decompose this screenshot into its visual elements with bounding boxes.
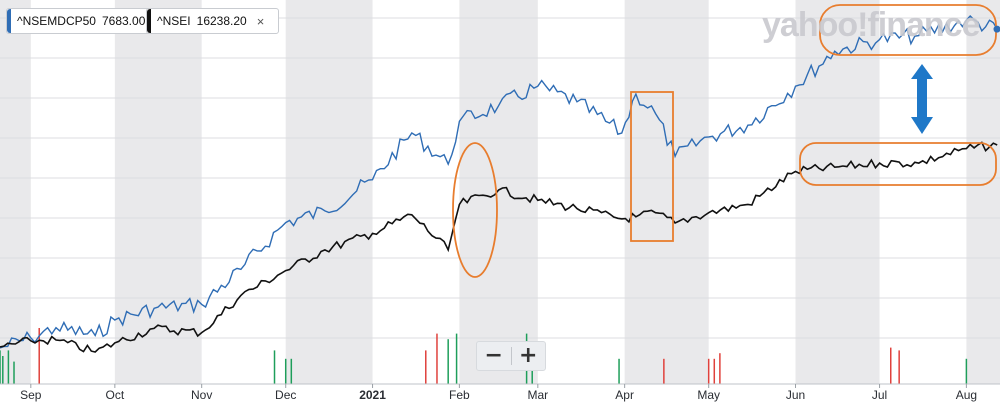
x-tick-label: Feb bbox=[449, 388, 470, 402]
legend-value: 7683.00 bbox=[101, 14, 146, 28]
arrow-head-up bbox=[911, 64, 933, 79]
x-tick-label: Nov bbox=[191, 388, 212, 402]
x-tick-label: Mar bbox=[527, 388, 548, 402]
legend-symbol: ^NSEI bbox=[157, 14, 191, 28]
x-tick-label: Aug bbox=[956, 388, 977, 402]
x-axis: Sep Oct Nov Dec 2021 Feb Mar Apr May Jun Jul Aug bbox=[0, 383, 1000, 402]
month-bands bbox=[0, 0, 1000, 384]
x-tick-label: Dec bbox=[275, 388, 296, 402]
legend-item-nsemdcp50[interactable]: ^NSEMDCP50 7683.00 bbox=[6, 8, 161, 34]
arrow-shaft bbox=[917, 77, 927, 119]
month-band bbox=[0, 0, 31, 384]
legend-item-nsei[interactable]: ^NSEI 16238.20 × bbox=[146, 8, 280, 34]
arrow-head-down bbox=[911, 117, 933, 134]
yahoo-finance-logo: yahoo!finance bbox=[762, 6, 980, 44]
month-band bbox=[795, 0, 880, 384]
grid-lines bbox=[0, 17, 1000, 339]
legend-symbol: ^NSEMDCP50 bbox=[17, 14, 96, 28]
legend-value: 16238.20 bbox=[196, 14, 247, 28]
close-icon[interactable]: × bbox=[256, 13, 265, 29]
zoom-divider bbox=[510, 347, 512, 365]
zoom-control: − + bbox=[476, 341, 546, 371]
series-end-marker bbox=[993, 25, 1000, 33]
annotation-box bbox=[630, 91, 674, 242]
x-tick-label: Jun bbox=[786, 388, 805, 402]
x-tick-label: Oct bbox=[106, 388, 125, 402]
annotation-box bbox=[799, 142, 997, 186]
annotation-ellipse bbox=[452, 142, 498, 278]
legend-swatch bbox=[147, 9, 151, 33]
x-tick-label: May bbox=[697, 388, 720, 402]
x-tick-label: Jul bbox=[872, 388, 887, 402]
series-line-nsemdcp50 bbox=[0, 15, 998, 349]
series-line-nsei bbox=[0, 141, 998, 353]
month-band bbox=[966, 0, 1000, 384]
zoom-in-button[interactable]: + bbox=[512, 342, 546, 370]
x-tick-label: 2021 bbox=[359, 388, 386, 402]
month-band bbox=[285, 0, 373, 384]
zoom-out-button[interactable]: − bbox=[477, 342, 511, 370]
month-band bbox=[114, 0, 202, 384]
legend-swatch bbox=[7, 9, 11, 33]
volume-bars bbox=[0, 328, 968, 384]
x-tick-label: Sep bbox=[20, 388, 42, 402]
month-band bbox=[624, 0, 709, 384]
x-tick-label: Apr bbox=[615, 388, 634, 402]
month-band bbox=[459, 0, 538, 384]
double-arrow-icon bbox=[911, 64, 933, 134]
